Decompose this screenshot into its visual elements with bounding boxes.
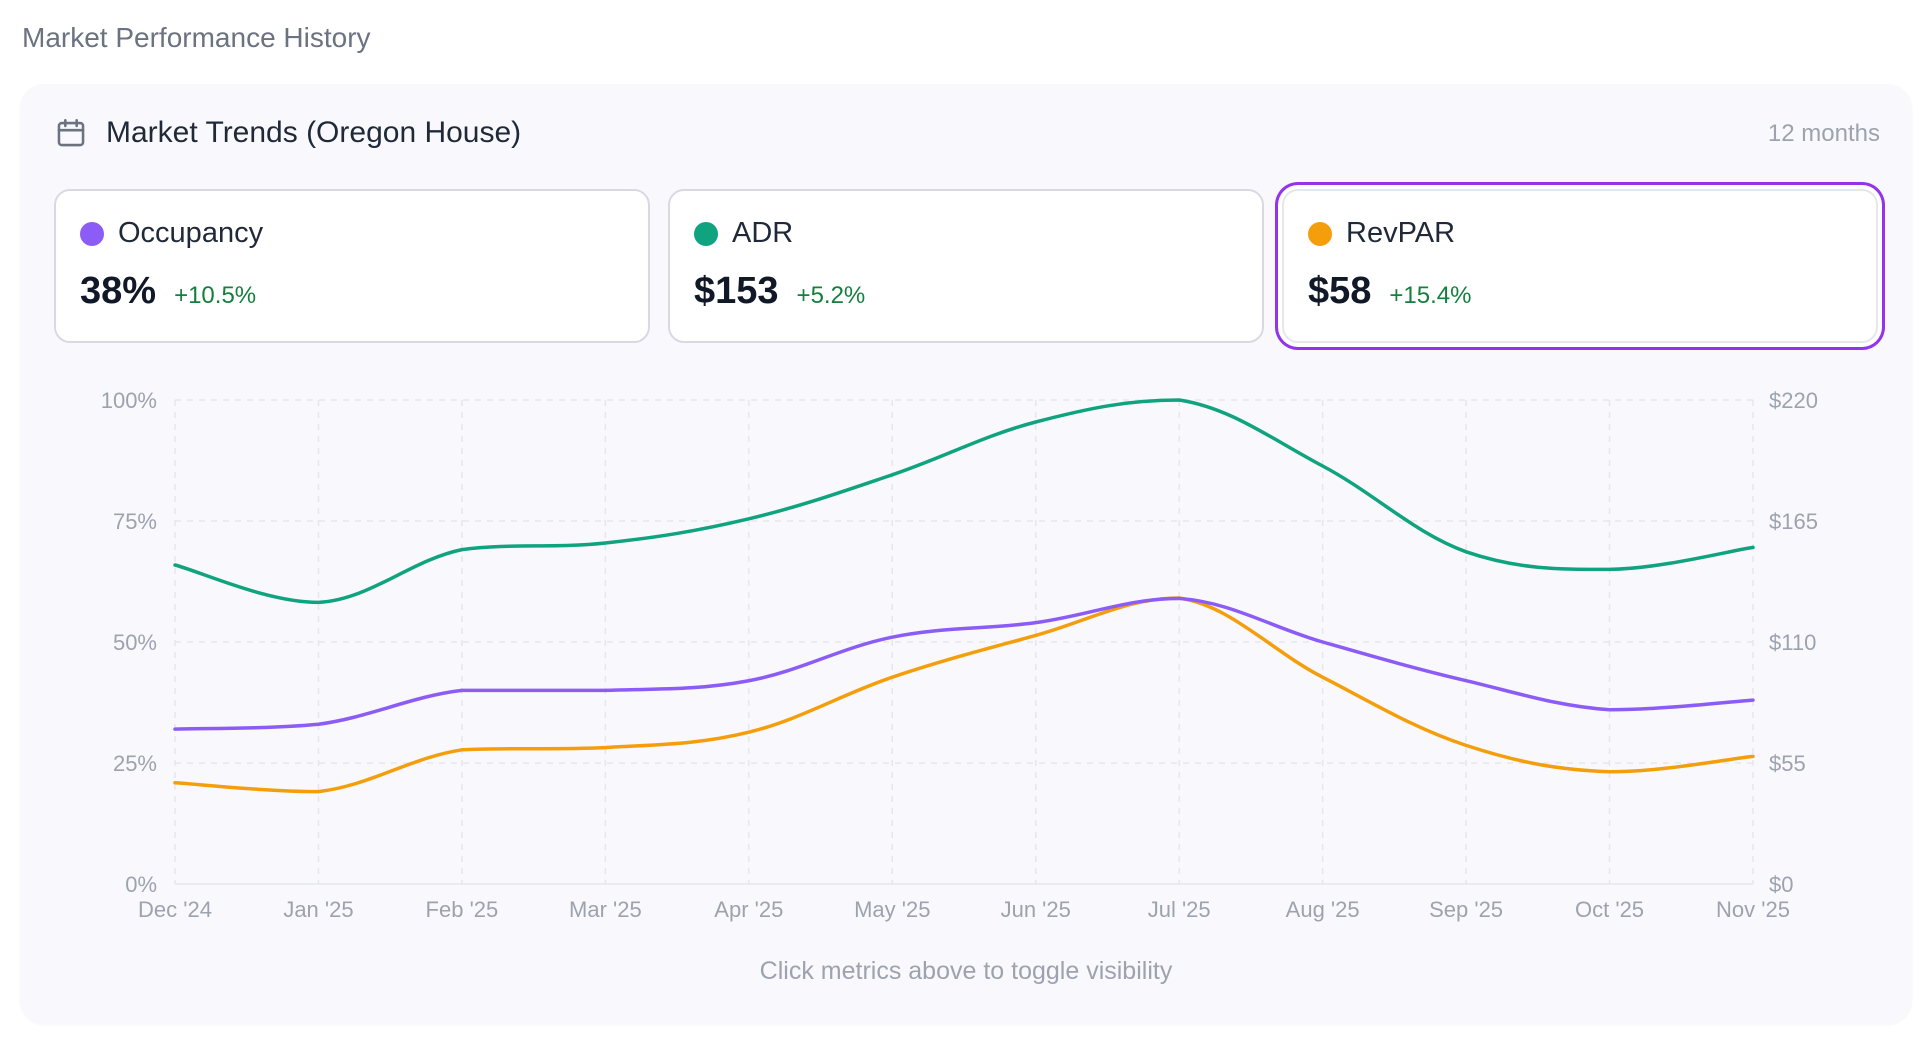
calendar-icon xyxy=(54,116,88,150)
range-label: 12 months xyxy=(1767,120,1880,147)
metric-change: +5.2% xyxy=(796,282,866,309)
toggle-hint: Click metrics above to toggle visibility xyxy=(759,957,1173,985)
metric-change: +15.4% xyxy=(1389,282,1472,309)
metric-value: $153 xyxy=(694,270,779,312)
metric-cards: Occupancy 38% +10.5% ADR $153 +5.2% RevP… xyxy=(54,189,1878,343)
metric-card-adr[interactable]: ADR $153 +5.2% xyxy=(668,189,1264,343)
metric-label: ADR xyxy=(732,217,794,249)
metric-change: +10.5% xyxy=(174,282,257,309)
section-title: Market Performance History xyxy=(22,22,371,53)
panel-header: Market Trends (Oregon House) xyxy=(54,116,521,150)
metric-value: $58 xyxy=(1308,270,1372,312)
metric-card-occupancy[interactable]: Occupancy 38% +10.5% xyxy=(54,189,650,343)
revpar-dot-icon xyxy=(1308,221,1332,246)
adr-dot-icon xyxy=(694,221,718,246)
metric-card-revpar[interactable]: RevPAR $58 +15.4% xyxy=(1282,189,1878,343)
metric-label: Occupancy xyxy=(118,217,264,249)
metric-label: RevPAR xyxy=(1346,217,1456,249)
panel-title: Market Trends (Oregon House) xyxy=(106,116,522,149)
occupancy-dot-icon xyxy=(80,221,104,246)
metric-value: 38% xyxy=(80,270,157,312)
market-trends-panel: Market Trends (Oregon House) 12 months O… xyxy=(20,84,1912,1024)
